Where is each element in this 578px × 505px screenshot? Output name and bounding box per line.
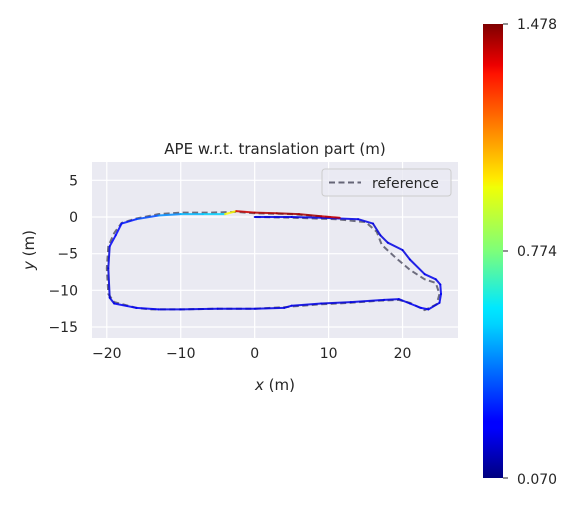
- estimate-segment: [224, 210, 238, 216]
- x-tick-label: 10: [320, 346, 338, 362]
- x-tick-label: −10: [166, 346, 196, 362]
- estimate-segment: [349, 298, 386, 304]
- estimate-segment: [114, 222, 123, 237]
- estimate-segment: [283, 304, 293, 309]
- x-axis-label-variable: x: [254, 376, 264, 394]
- estimate-segment: [120, 218, 138, 225]
- x-axis-ticks: −20 −10 0 10 20: [92, 346, 411, 362]
- estimate-segment: [108, 296, 116, 305]
- estimate-segment: [157, 213, 182, 217]
- y-tick-label: 0: [69, 210, 78, 226]
- estimate-segment: [107, 267, 111, 299]
- estimate-segment: [107, 245, 111, 270]
- colorbar-label-mid: 0.774: [517, 244, 557, 260]
- colorbar-label-max: 1.478: [517, 17, 557, 33]
- estimate-segment: [401, 249, 411, 261]
- chart-title: APE w.r.t. translation part (m): [164, 140, 385, 158]
- estimate-trajectory: [107, 210, 442, 311]
- estimate-segment: [113, 302, 138, 309]
- estimate-segment: [320, 301, 352, 305]
- estimate-segment: [179, 307, 219, 311]
- estimate-segment: [397, 298, 411, 305]
- y-axis-ticks: 5 0 −5 −10 −15: [48, 173, 78, 336]
- estimate-segment: [383, 298, 400, 301]
- colorbar-label-min: 0.070: [517, 472, 557, 488]
- y-tick-label: −5: [57, 247, 78, 263]
- estimate-segment: [135, 214, 160, 221]
- estimate-segment: [253, 211, 278, 215]
- y-tick-label: 5: [69, 173, 78, 189]
- x-axis-label: x (m): [254, 376, 295, 394]
- estimate-segment: [423, 273, 437, 281]
- y-axis-label-unit: (m): [20, 230, 38, 261]
- legend-label-reference: reference: [372, 176, 439, 192]
- estimate-segment: [439, 283, 442, 295]
- x-tick-label: 0: [250, 346, 259, 362]
- colorbar: 1.478 0.774 0.070: [483, 17, 557, 488]
- estimate-segment: [434, 278, 442, 286]
- legend: reference: [321, 168, 452, 197]
- estimate-segment: [290, 302, 323, 307]
- estimate-segment: [357, 218, 374, 225]
- estimate-segment: [438, 293, 442, 304]
- estimate-segment: [427, 301, 441, 311]
- estimate-segment: [298, 213, 323, 218]
- grid: [92, 162, 458, 338]
- y-tick-label: −10: [48, 283, 78, 299]
- estimate-segment: [135, 306, 160, 311]
- estimate-segment: [379, 234, 389, 244]
- estimate-segment: [108, 234, 117, 248]
- estimate-segment: [290, 216, 323, 219]
- estimate-segment: [275, 212, 300, 216]
- estimate-segment: [408, 258, 426, 276]
- estimate-segment: [408, 302, 422, 309]
- estimate-segment: [420, 306, 430, 311]
- y-axis-label: y (m): [20, 230, 38, 271]
- estimate-segment: [253, 306, 286, 310]
- x-tick-label: 20: [394, 346, 412, 362]
- colorbar-gradient: [483, 24, 503, 478]
- x-axis-label-unit: (m): [264, 376, 295, 394]
- legend-box: [321, 168, 452, 197]
- estimate-segment: [235, 210, 256, 214]
- series-layer: [105, 210, 442, 312]
- estimate-segment: [320, 215, 341, 219]
- y-axis-label-variable: y: [20, 260, 38, 271]
- x-tick-label: −20: [92, 346, 122, 362]
- y-tick-label: −15: [48, 320, 78, 336]
- estimate-segment: [372, 222, 382, 237]
- estimate-segment: [386, 241, 404, 251]
